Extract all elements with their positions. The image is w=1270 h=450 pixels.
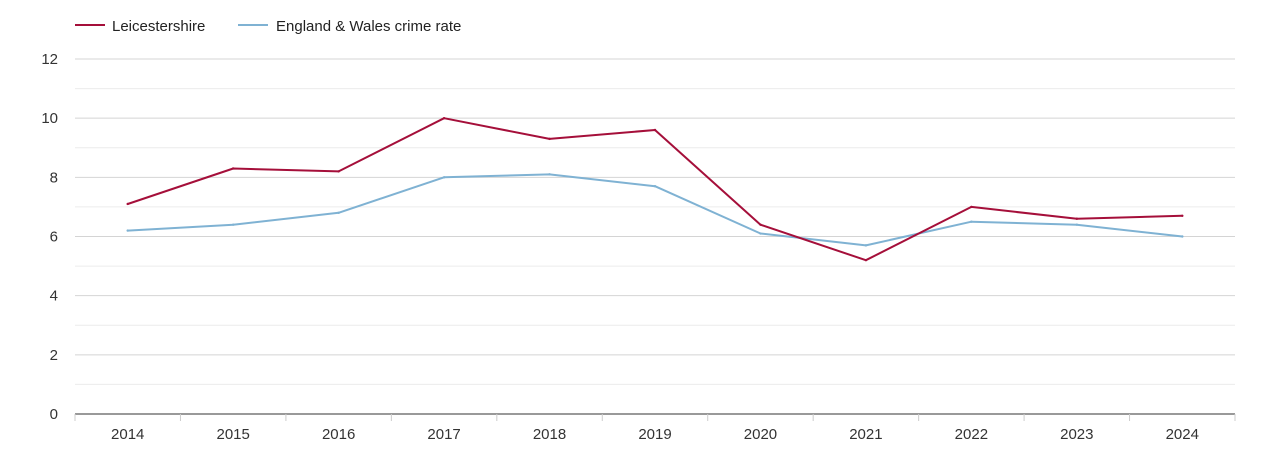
data-point-england-wales-crime-rate-2024[interactable] bbox=[1181, 235, 1184, 238]
x-tick-label-2016: 2016 bbox=[322, 426, 355, 443]
x-tick-label-2020: 2020 bbox=[744, 426, 777, 443]
data-point-england-wales-crime-rate-2023[interactable] bbox=[1075, 223, 1079, 226]
y-tick-label-8: 8 bbox=[50, 169, 58, 186]
legend: Leicestershire England & Wales crime rat… bbox=[75, 18, 461, 35]
y-tick-label-6: 6 bbox=[50, 229, 58, 246]
legend-item-england-wales[interactable]: England & Wales crime rate bbox=[238, 18, 461, 35]
data-point-england-wales-crime-rate-2016[interactable] bbox=[337, 211, 340, 215]
data-point-england-wales-crime-rate-2017[interactable] bbox=[442, 176, 446, 179]
data-point-england-wales-crime-rate-2021[interactable] bbox=[864, 244, 868, 247]
x-tick-label-2019: 2019 bbox=[638, 426, 671, 443]
data-point-england-wales-crime-rate-2020[interactable] bbox=[759, 232, 762, 235]
data-point-leicestershire-2014[interactable] bbox=[126, 202, 129, 206]
x-tick-label-2023: 2023 bbox=[1060, 426, 1093, 443]
x-tick-label-2014: 2014 bbox=[111, 426, 144, 443]
data-point-leicestershire-2021[interactable] bbox=[864, 258, 868, 262]
data-point-england-wales-crime-rate-2015[interactable] bbox=[231, 223, 235, 226]
data-point-leicestershire-2016[interactable] bbox=[337, 170, 340, 173]
y-tick-label-10: 10 bbox=[41, 110, 58, 127]
y-tick-label-4: 4 bbox=[50, 288, 58, 305]
x-axis: 2014 2015 2016 2017 2018 2019 2020 2021 2022 2023… bbox=[74, 413, 1236, 443]
data-point-leicestershire-2020[interactable] bbox=[759, 223, 762, 226]
x-tick-label-2018: 2018 bbox=[533, 426, 566, 443]
legend-label-leicestershire: Leicestershire bbox=[112, 18, 205, 35]
y-tick-label-12: 12 bbox=[41, 51, 58, 68]
legend-item-leicestershire[interactable]: Leicestershire bbox=[75, 18, 205, 35]
y-tick-label-0: 0 bbox=[50, 406, 58, 423]
y-axis: 0 2 4 6 8 10 12 bbox=[41, 51, 58, 423]
x-tick-label-2017: 2017 bbox=[427, 426, 460, 443]
data-point-england-wales-crime-rate-2019[interactable] bbox=[653, 185, 657, 188]
data-point-england-wales-crime-rate-2022[interactable] bbox=[970, 220, 973, 223]
x-tick-label-2015: 2015 bbox=[216, 426, 249, 443]
series-layer bbox=[126, 116, 1184, 262]
data-point-leicestershire-2017[interactable] bbox=[442, 116, 446, 120]
legend-label-england-wales: England & Wales crime rate bbox=[276, 18, 461, 35]
gridlines bbox=[75, 58, 1235, 385]
data-point-leicestershire-2019[interactable] bbox=[653, 128, 657, 132]
data-point-leicestershire-2023[interactable] bbox=[1075, 217, 1079, 220]
data-point-england-wales-crime-rate-2018[interactable] bbox=[548, 173, 551, 176]
series-line-leicestershire[interactable] bbox=[126, 117, 1184, 262]
data-point-england-wales-crime-rate-2014[interactable] bbox=[126, 229, 129, 232]
x-tick-label-2021: 2021 bbox=[849, 426, 882, 443]
data-point-leicestershire-2015[interactable] bbox=[231, 167, 235, 170]
data-point-leicestershire-2024[interactable] bbox=[1181, 214, 1184, 217]
y-tick-label-2: 2 bbox=[50, 347, 58, 364]
x-tick-label-2024: 2024 bbox=[1166, 426, 1199, 443]
data-point-leicestershire-2018[interactable] bbox=[548, 137, 551, 141]
data-point-leicestershire-2022[interactable] bbox=[970, 205, 973, 209]
x-tick-label-2022: 2022 bbox=[955, 426, 988, 443]
